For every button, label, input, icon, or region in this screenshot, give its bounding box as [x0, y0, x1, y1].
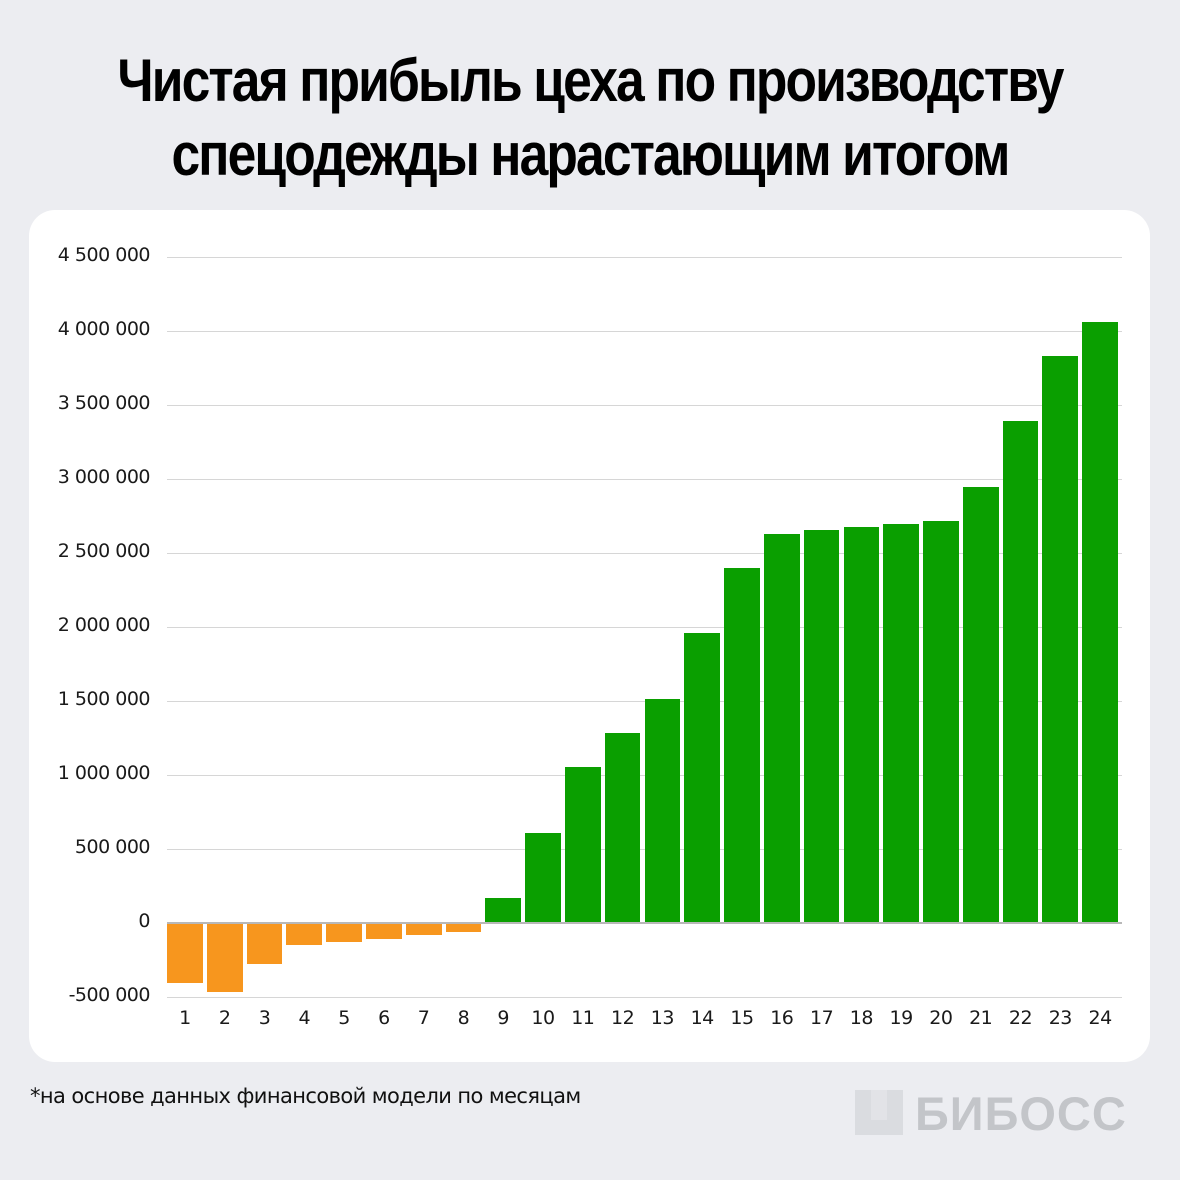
bar-month-18 — [843, 527, 880, 923]
x-axis-tick-label: 6 — [378, 1007, 390, 1029]
x-axis-tick-label: 22 — [1008, 1007, 1033, 1029]
x-axis-tick-label: 15 — [730, 1007, 754, 1029]
bar-month-20 — [923, 521, 959, 923]
bar-month-12 — [604, 733, 641, 923]
bar-month-24 — [1082, 322, 1118, 923]
bar-month-8 — [445, 923, 482, 932]
gridline — [167, 627, 1122, 628]
bar-month-13 — [644, 698, 681, 923]
bar-month-19 — [883, 524, 920, 923]
x-axis-tick-label: 23 — [1048, 1007, 1073, 1029]
bar-month-3 — [246, 923, 283, 964]
y-axis-tick-label: 4 500 000 — [57, 244, 151, 266]
y-axis-tick-label: 2 000 000 — [57, 614, 151, 636]
gridline — [167, 997, 1122, 998]
bar-month-17 — [803, 530, 840, 923]
bar-month-10 — [525, 833, 561, 923]
x-axis-tick-label: 2 — [218, 1007, 231, 1029]
x-axis-tick-label: 9 — [497, 1007, 509, 1029]
chart-title: Чистая прибыль цеха по производству спец… — [83, 44, 1098, 192]
x-axis-tick-label: 24 — [1088, 1007, 1113, 1029]
x-axis-tick-label: 5 — [338, 1007, 350, 1029]
bar-month-9 — [485, 898, 522, 923]
gridline — [167, 257, 1122, 258]
y-axis-tick-label: 2 500 000 — [57, 540, 151, 562]
bar-month-16 — [763, 534, 800, 923]
bar-month-22 — [1002, 421, 1039, 923]
chart-title-line-1: Чистая прибыль цеха по производству — [117, 47, 1064, 114]
gridline — [167, 479, 1122, 480]
x-axis-tick-label: 8 — [457, 1007, 470, 1029]
chart-title-line-2: спецодежды нарастающим итогом — [171, 121, 1010, 188]
x-axis-tick-label: 18 — [849, 1007, 874, 1029]
x-axis-tick-label: 13 — [650, 1007, 675, 1029]
y-axis-tick-label: 1 500 000 — [57, 688, 151, 710]
x-axis-tick-label: 20 — [929, 1007, 953, 1029]
x-axis-tick-label: 14 — [690, 1007, 715, 1029]
x-axis-tick-label: 12 — [611, 1007, 635, 1029]
bar-month-14 — [684, 633, 721, 923]
x-axis-tick-label: 4 — [298, 1007, 311, 1029]
bar-month-23 — [1042, 356, 1079, 923]
y-axis-tick-label: 3 000 000 — [57, 466, 151, 488]
y-axis-tick-label: 1 000 000 — [57, 762, 151, 784]
bar-month-1 — [167, 923, 203, 983]
bar-month-6 — [366, 923, 402, 939]
y-axis-tick-label: -500 000 — [68, 984, 151, 1006]
x-axis-tick-label: 16 — [770, 1007, 794, 1029]
footnote: *на основе данных финансовой модели по м… — [30, 1084, 581, 1108]
logo-text: БИБОСС — [915, 1087, 1127, 1140]
y-axis-tick-label: 3 500 000 — [57, 392, 151, 414]
x-axis-tick-label: 10 — [531, 1007, 555, 1029]
zero-baseline — [167, 922, 1122, 924]
bar-month-11 — [564, 767, 601, 923]
gridline — [167, 331, 1122, 332]
x-axis-tick-label: 3 — [258, 1007, 271, 1029]
y-axis-tick-label: 4 000 000 — [57, 318, 151, 340]
x-axis-tick-label: 1 — [179, 1007, 191, 1029]
bar-month-21 — [962, 487, 999, 923]
bar-month-2 — [206, 923, 243, 992]
x-axis-tick-label: 7 — [417, 1007, 430, 1029]
x-axis-tick-label: 17 — [810, 1007, 834, 1029]
x-axis-tick-label: 11 — [571, 1007, 595, 1029]
gridline — [167, 553, 1122, 554]
x-axis-tick-label: 19 — [889, 1007, 914, 1029]
gridline — [167, 405, 1122, 406]
bar-month-15 — [724, 567, 760, 923]
y-axis-tick-label: 0 — [138, 910, 150, 932]
bar-month-4 — [286, 923, 323, 946]
x-axis-tick-label: 21 — [969, 1007, 993, 1029]
logo-mark-icon — [855, 1090, 903, 1135]
y-axis-tick-label: 500 000 — [74, 836, 151, 858]
bar-month-7 — [405, 923, 442, 935]
bar-month-5 — [326, 923, 362, 942]
